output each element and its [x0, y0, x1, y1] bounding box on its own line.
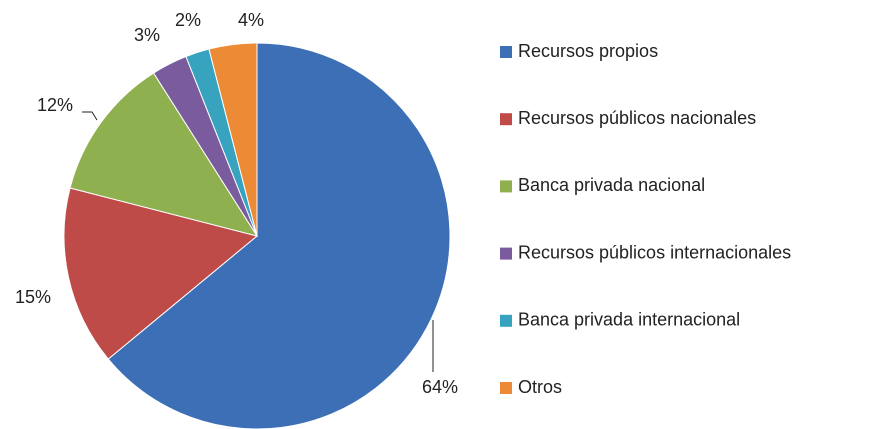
- legend-label: Otros: [518, 377, 562, 397]
- legend-swatch: [500, 113, 512, 126]
- legend-swatch: [500, 46, 512, 58]
- data-label: 12%: [37, 95, 73, 115]
- legend-swatch: [500, 247, 512, 260]
- pie-slice: [69, 72, 259, 237]
- pie-slice: [208, 42, 258, 237]
- legend-label: Banca privada internacional: [518, 310, 740, 330]
- legend-label: Recursos propios: [518, 41, 658, 61]
- legend-swatch: [500, 180, 512, 193]
- legend-label: Recursos públicos nacionales: [518, 108, 756, 128]
- legend-label: Recursos públicos internacionales: [518, 242, 791, 262]
- data-label: 3%: [134, 25, 160, 45]
- data-label: 64%: [422, 377, 458, 397]
- data-label: 15%: [15, 287, 51, 307]
- legend-swatch: [500, 314, 512, 327]
- pie-slice: [107, 42, 451, 429]
- legend-label: Banca privada nacional: [518, 175, 705, 195]
- data-label: 2%: [175, 10, 201, 30]
- pie-slice: [63, 187, 259, 360]
- legend-swatch: [500, 382, 512, 394]
- leader-line: [82, 111, 98, 121]
- data-label: 4%: [238, 10, 264, 30]
